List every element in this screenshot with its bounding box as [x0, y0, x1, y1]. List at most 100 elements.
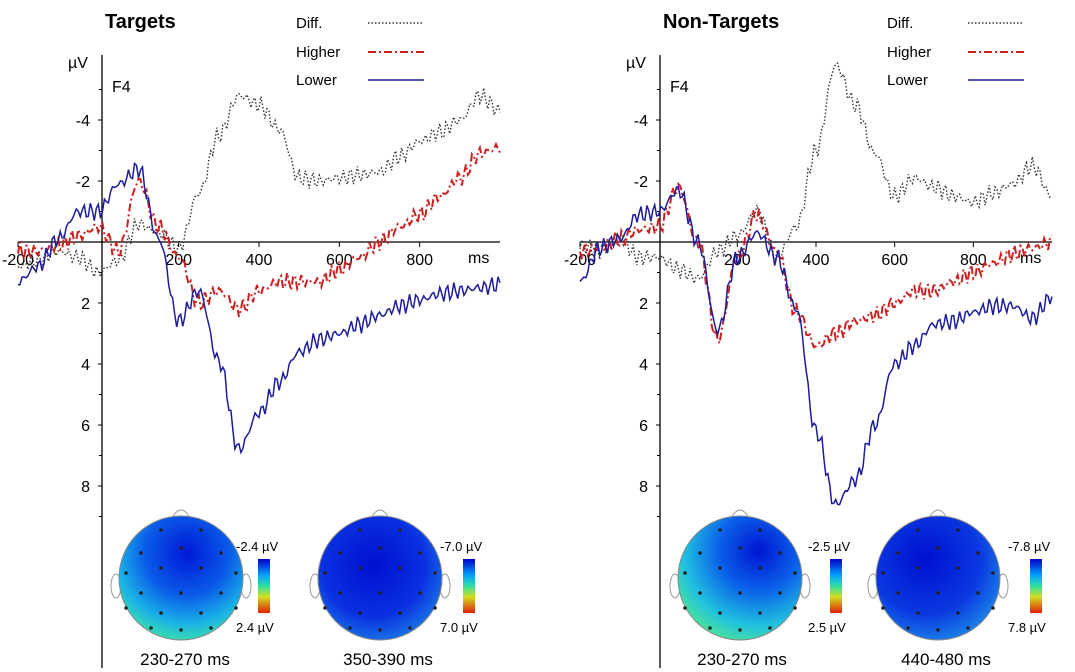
x-tick-label: 600 — [326, 252, 353, 269]
topomaps: -2.4 µV 2.4 µV 230-270 ms -7.0 µV 7.0 µV 350-… — [110, 509, 1051, 669]
colorbar-min-label: 2.5 µV — [808, 620, 846, 635]
electrode-dot — [738, 546, 742, 550]
legend-label: Diff. — [887, 15, 913, 32]
electrode-label: F4 — [670, 79, 689, 96]
electrode-dot — [338, 591, 342, 595]
y-tick-label: 4 — [639, 357, 648, 374]
colorbar-min-label: 7.8 µV — [1008, 620, 1046, 635]
topomap-caption: 350-390 ms — [343, 650, 433, 669]
electrode-dot — [793, 571, 797, 575]
topomap-caption: 440-480 ms — [901, 650, 991, 669]
electrode-dot — [323, 606, 327, 610]
electrode-dot — [718, 528, 722, 532]
series-diff-line — [579, 62, 1053, 286]
electrode-dot — [976, 591, 980, 595]
y-axis-unit: µV — [626, 55, 646, 72]
chart-title: Non-Targets — [663, 11, 779, 33]
x-axis-unit: ms — [1020, 250, 1041, 267]
colorbar-max-label: -2.5 µV — [808, 539, 851, 554]
y-tick-label: 4 — [81, 357, 90, 374]
electrode-dot — [936, 628, 940, 632]
electrode-dot — [149, 626, 153, 630]
electrode-dot — [683, 571, 687, 575]
electrode-dot — [956, 566, 960, 570]
electrode-dot — [916, 566, 920, 570]
electrode-dot — [358, 528, 362, 532]
y-tick-label: 6 — [639, 418, 648, 435]
legend-label: Lower — [887, 72, 928, 89]
colorbar — [830, 559, 842, 613]
electrode-dot — [738, 628, 742, 632]
colorbar — [258, 559, 270, 613]
electrode-dot — [358, 611, 362, 615]
colorbar-max-label: -2.4 µV — [236, 539, 279, 554]
electrode-dot — [159, 566, 163, 570]
electrode-dot — [936, 546, 940, 550]
electrode-dot — [179, 591, 183, 595]
electrode-dot — [433, 571, 437, 575]
electrode-dot — [199, 566, 203, 570]
x-tick-label: 800 — [960, 252, 987, 269]
topomap-caption: 230-270 ms — [140, 650, 230, 669]
electrode-dot — [139, 551, 143, 555]
x-axis-unit: ms — [468, 250, 489, 267]
electrode-dot — [199, 611, 203, 615]
electrode-dot — [348, 626, 352, 630]
electrode-dot — [234, 571, 238, 575]
chart-title: Targets — [105, 11, 176, 33]
colorbar-max-label: -7.0 µV — [440, 539, 483, 554]
topomap-head — [118, 515, 244, 641]
colorbar — [463, 559, 475, 613]
colorbar-min-label: 7.0 µV — [440, 620, 478, 635]
electrode-dot — [398, 528, 402, 532]
electrode-label: F4 — [112, 79, 131, 96]
electrode-dot — [718, 611, 722, 615]
electrode-dot — [139, 591, 143, 595]
series-higher-line — [17, 141, 501, 318]
electrode-dot — [418, 591, 422, 595]
electrode-dot — [179, 546, 183, 550]
electrode-dot — [159, 528, 163, 532]
electrode-dot — [768, 626, 772, 630]
y-tick-label: 2 — [639, 296, 648, 313]
electrode-dot — [698, 551, 702, 555]
electrode-dot — [916, 611, 920, 615]
x-tick-label: 600 — [881, 252, 908, 269]
electrode-dot — [758, 566, 762, 570]
electrode-dot — [936, 591, 940, 595]
electrode-dot — [991, 571, 995, 575]
electrode-dot — [418, 551, 422, 555]
electrode-dot — [881, 606, 885, 610]
y-axis-unit: µV — [68, 55, 88, 72]
y-tick-label: 6 — [81, 418, 90, 435]
electrode-dot — [124, 606, 128, 610]
topomap-head — [875, 515, 1001, 641]
electrode-dot — [758, 611, 762, 615]
y-tick-label: 8 — [639, 479, 648, 496]
colorbar-min-label: 2.4 µV — [236, 620, 274, 635]
electrode-dot — [778, 591, 782, 595]
electrode-dot — [896, 591, 900, 595]
y-tick-label: 2 — [81, 296, 90, 313]
electrode-dot — [323, 571, 327, 575]
y-tick-label: 8 — [81, 479, 90, 496]
electrode-dot — [698, 591, 702, 595]
y-tick-label: -2 — [634, 174, 648, 191]
electrode-dot — [398, 611, 402, 615]
y-tick-label: -2 — [76, 174, 90, 191]
electrode-dot — [956, 611, 960, 615]
x-tick-label: 200 — [165, 252, 192, 269]
x-tick-label: 800 — [406, 252, 433, 269]
y-tick-label: -4 — [76, 113, 90, 130]
electrode-dot — [916, 528, 920, 532]
electrode-dot — [338, 551, 342, 555]
electrode-dot — [378, 591, 382, 595]
colorbar-max-label: -7.8 µV — [1008, 539, 1051, 554]
legend-label: Lower — [296, 72, 337, 89]
series-lower-line — [17, 161, 501, 455]
series-diff-line — [17, 87, 501, 279]
electrode-dot — [991, 606, 995, 610]
